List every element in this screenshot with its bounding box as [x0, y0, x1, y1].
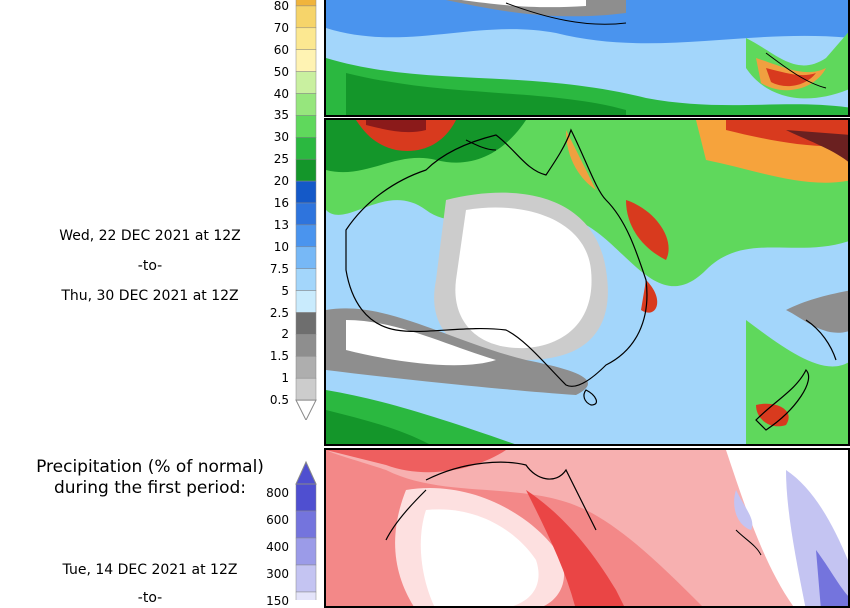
panel-2-period-separator: -to- [137, 258, 163, 274]
pct-normal-title-line1: Precipitation (% of normal) [36, 457, 264, 477]
colorbar-tick-label: 80 [273, 0, 289, 13]
colorbar-tick-label: 400 [266, 540, 289, 555]
colorbar-swatch [295, 180, 317, 204]
colorbar-swatch [295, 537, 317, 566]
colorbar-swatch [295, 27, 317, 50]
colorbar-swatch [295, 356, 317, 379]
colorbar-swatch [295, 0, 317, 7]
colorbar-swatch [295, 377, 317, 401]
colorbar-extend-triangle [295, 460, 317, 485]
precip-map-panel-1 [324, 0, 850, 117]
colorbar-tick-label: 30 [273, 130, 289, 145]
panel-2-period-start: Wed, 22 DEC 2021 at 12Z [59, 228, 241, 244]
colorbar-tick-label: 0.5 [269, 393, 289, 408]
colorbar-tick-label: 20 [273, 174, 289, 189]
colorbar-swatch [295, 312, 317, 335]
colorbar-swatch [295, 510, 317, 539]
colorbar-tick-label: 70 [273, 20, 289, 35]
pct-colorbar-swatches [295, 460, 317, 608]
colorbar-tick-label: 35 [273, 108, 289, 123]
colorbar-swatch [295, 158, 317, 182]
colorbar-tick-label: 16 [273, 196, 289, 210]
colorbar-tick-label: 13 [273, 217, 289, 232]
colorbar-tick-label: 800 [266, 486, 289, 501]
colorbar-tick-label: 60 [273, 42, 289, 57]
precip-colorbar-swatches [295, 0, 317, 422]
colorbar-swatch [295, 115, 317, 138]
colorbar-tick-label: 40 [273, 86, 289, 101]
colorbar-tick-label: 5 [281, 283, 289, 298]
colorbar-swatch [295, 137, 317, 160]
pct-normal-map [326, 450, 848, 606]
colorbar-swatch [295, 71, 317, 94]
colorbar-swatch [295, 202, 317, 226]
colorbar-tick-label: 1.5 [269, 349, 289, 364]
colorbar-swatch [295, 93, 317, 116]
colorbar-tick-label: 7.5 [269, 261, 289, 276]
colorbar-tick-label: 10 [273, 239, 289, 254]
precip-map-1 [326, 0, 848, 115]
precip-map-2 [326, 120, 848, 444]
colorbar-tick-label: 2 [281, 327, 289, 342]
colorbar-extend-triangle [295, 399, 317, 422]
panel-2-period-end: Thu, 30 DEC 2021 at 12Z [61, 288, 239, 304]
colorbar-tick-label: 25 [273, 152, 289, 167]
colorbar-tick-label: 50 [273, 64, 289, 79]
colorbar-tick-label: 2.5 [269, 305, 289, 320]
panel-3-period-separator: -to- [137, 590, 163, 606]
colorbar-swatch [295, 483, 317, 512]
colorbar-tick-label: 300 [266, 567, 289, 582]
colorbar-swatch [295, 5, 317, 29]
pct-normal-map-panel [324, 448, 850, 608]
panel-3-period-start: Tue, 14 DEC 2021 at 12Z [62, 562, 238, 578]
colorbar-tick-label: 1 [281, 371, 289, 386]
colorbar-swatch [295, 49, 317, 72]
colorbar-swatch [295, 334, 317, 357]
precip-map-panel-2 [324, 118, 850, 446]
precip-colorbar [258, 0, 320, 422]
pct-normal-title-line2: during the first period: [53, 478, 247, 498]
colorbar-tick-label: 600 [266, 513, 289, 528]
pct-colorbar [258, 460, 320, 608]
